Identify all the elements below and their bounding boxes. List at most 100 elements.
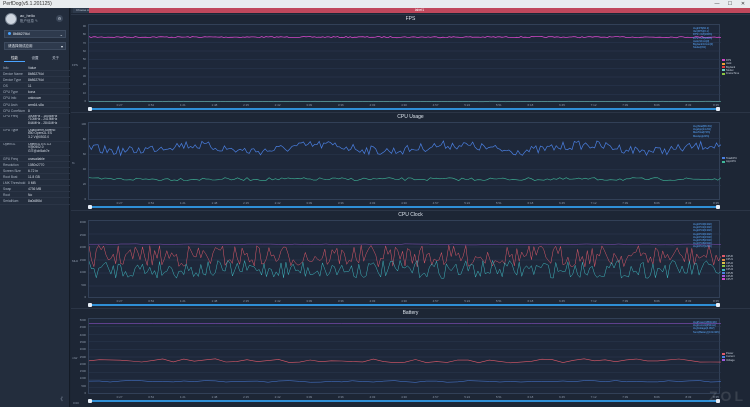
y-tick-label: 50 bbox=[82, 57, 86, 62]
legend-item[interactable]: CPU2 bbox=[722, 262, 749, 265]
app-select[interactable]: 请选择测试应用 ▾ bbox=[4, 42, 66, 50]
sidebar-tabs: 性能 设置 关于 bbox=[4, 55, 66, 62]
collapse-sidebar-button[interactable]: 《 bbox=[58, 397, 64, 403]
legend-item[interactable]: FPS bbox=[722, 59, 749, 62]
panel-title: Battery bbox=[402, 310, 419, 316]
plot-area[interactable]: AvgPower[1850mW] AvgCurrent[452mA] AvgVolt… bbox=[88, 318, 721, 394]
device-info-row: Swap 4736 MB bbox=[0, 186, 70, 193]
legend-swatch-icon bbox=[722, 157, 725, 160]
minimize-button[interactable]: — bbox=[714, 1, 720, 7]
device-info-key: OS bbox=[3, 84, 8, 89]
legend-item[interactable]: CPU1 bbox=[722, 258, 749, 261]
device-info-value: 300MHz - 1804MHz 710MHz - 2419MHz 844MHz… bbox=[28, 114, 58, 125]
x-tick-label: 1:48 bbox=[211, 201, 218, 205]
plot-area[interactable]: AvgCPU0[1302] AvgCPU1[1302] AvgCPU2[1302] A… bbox=[88, 220, 721, 298]
x-tick-label: 6:45 bbox=[559, 201, 565, 205]
app-select-value: 请选择测试应用 bbox=[8, 44, 33, 48]
legend-label: FrameTime bbox=[726, 72, 740, 76]
range-start-handle[interactable] bbox=[88, 107, 92, 111]
device-info-value: Qualcomm Adreno 650 OpenGL ES 3.2 V@0502… bbox=[28, 128, 56, 139]
device-info-table: Info Value Device Name 8b8627f4d Device Type… bbox=[0, 65, 70, 205]
legend-item[interactable]: CPU7 bbox=[722, 278, 749, 281]
legend-item[interactable]: Voltage bbox=[722, 359, 749, 362]
range-end-handle[interactable] bbox=[716, 205, 720, 209]
time-range-scrollbar[interactable] bbox=[88, 399, 720, 403]
gear-icon[interactable]: ⚙ bbox=[56, 15, 63, 22]
x-tick-label: 7:39 bbox=[622, 201, 629, 205]
device-info-value: 8 bbox=[28, 108, 30, 113]
tab-settings[interactable]: 设置 bbox=[31, 56, 39, 60]
range-end-handle[interactable] bbox=[716, 107, 720, 111]
y-tick-label: 0 bbox=[84, 391, 86, 395]
x-tick-label: 8:06 bbox=[653, 201, 660, 205]
legend-item[interactable]: CPU4 bbox=[722, 268, 749, 271]
y-tick-label: 4500 bbox=[79, 325, 86, 330]
device-info-key: Device Name bbox=[3, 72, 23, 77]
x-tick-label: 2:15 bbox=[243, 299, 249, 303]
y-tick-label: 500 bbox=[81, 282, 86, 287]
x-tick-label: 4:03 bbox=[369, 201, 376, 205]
x-tick-label: 3:09 bbox=[306, 395, 313, 399]
legend-swatch-icon bbox=[722, 359, 725, 362]
device-info-row: OS 11 bbox=[0, 83, 70, 90]
legend-item[interactable]: FrameTime bbox=[722, 72, 749, 75]
x-tick-label: 2:42 bbox=[274, 299, 281, 303]
choose-app-tag[interactable]: Choose App bbox=[73, 8, 96, 13]
x-axis: 0:27 0:54 1:21 1:48 2:15 2:42 3:09 3:36 4:03 4:30… bbox=[88, 299, 720, 303]
legend-item[interactable]: TotalCPU bbox=[722, 157, 749, 160]
device-info-row: Device Name 8b8627f4d bbox=[0, 71, 70, 78]
legend-item[interactable]: CPU6 bbox=[722, 275, 749, 278]
range-start-handle[interactable] bbox=[88, 399, 92, 403]
device-info-row: Info Value bbox=[0, 65, 70, 72]
legend-swatch-icon bbox=[722, 66, 725, 68]
stats-overlay-item: Var(FPS)[0.1] bbox=[693, 30, 709, 34]
y-tick-label: 80 bbox=[82, 137, 86, 141]
maximize-button[interactable]: ☐ bbox=[727, 1, 733, 7]
stats-overlay-item: FPS>=25[100%] bbox=[693, 36, 713, 40]
legend-item[interactable]: Current bbox=[722, 355, 749, 358]
x-tick-label: 5:24 bbox=[464, 395, 471, 399]
stats-overlay-item: AvgCPU1[1302] bbox=[693, 226, 712, 230]
x-tick-label: 7:39 bbox=[622, 395, 629, 399]
avatar[interactable] bbox=[5, 13, 17, 25]
legend-item[interactable]: Jank bbox=[722, 62, 749, 65]
range-start-handle[interactable] bbox=[88, 205, 92, 209]
legend-label: Voltage bbox=[726, 358, 735, 362]
stats-overlay-item: MaxApp[22%] bbox=[693, 134, 710, 138]
range-end-handle[interactable] bbox=[716, 399, 720, 403]
plot-area[interactable]: AvgTotal[58.4%] AvgApp[14.2%] MaxTotal[74%… bbox=[88, 122, 721, 200]
tab-performance[interactable]: 性能 bbox=[4, 55, 25, 62]
range-start-handle[interactable] bbox=[88, 303, 92, 307]
footer-time: 0:00 bbox=[73, 401, 79, 405]
legend-item[interactable]: Power bbox=[722, 352, 749, 355]
legend-item[interactable]: CPU5 bbox=[722, 272, 749, 275]
time-range-scrollbar[interactable] bbox=[88, 303, 720, 307]
legend-item[interactable]: AppCPU bbox=[722, 160, 749, 163]
x-tick-label: 6:18 bbox=[527, 103, 534, 107]
stats-overlay-item: MaxTotal[74%] bbox=[693, 131, 711, 135]
legend-item[interactable]: BigJank bbox=[722, 66, 749, 69]
x-tick-label: 6:45 bbox=[559, 103, 565, 107]
legend-label: CPU5 bbox=[726, 271, 733, 275]
account-info-link[interactable]: 账户信息 ✎ bbox=[20, 19, 38, 23]
time-range-scrollbar[interactable] bbox=[88, 107, 720, 111]
y-tick-label: 70 bbox=[82, 40, 86, 45]
device-info-value: 4736 MB bbox=[28, 187, 42, 192]
device-select[interactable]: 8b8627f4d ⌄ bbox=[4, 30, 66, 38]
x-tick-label: 4:03 bbox=[369, 103, 376, 107]
stats-overlay-item: Stutter[0%] bbox=[693, 46, 706, 50]
device-info-value: 11.8 GB bbox=[28, 175, 40, 180]
legend-item[interactable]: Stutter bbox=[722, 69, 749, 72]
x-axis: 0:27 0:54 1:21 1:48 2:15 2:42 3:09 3:36 4:03 4:30… bbox=[88, 395, 720, 399]
legend-item[interactable]: CPU0 bbox=[722, 255, 749, 258]
range-end-handle[interactable] bbox=[716, 303, 720, 307]
tab-about[interactable]: 关于 bbox=[52, 56, 60, 60]
legend-item[interactable]: CPU3 bbox=[722, 265, 749, 268]
time-range-scrollbar[interactable] bbox=[88, 205, 720, 209]
plot-area[interactable]: AvgFPS[60.2] Var(FPS)[0.1] FPS>=18[100%] FP… bbox=[88, 24, 721, 103]
stats-overlay-item: AvgCPU5[1540] bbox=[693, 239, 712, 243]
stats-overlay-item: AvgCurrent[452mA] bbox=[693, 324, 716, 328]
series-line-current bbox=[89, 380, 721, 383]
close-button[interactable]: ✕ bbox=[740, 1, 746, 7]
y-tick-label: 2500 bbox=[79, 354, 86, 359]
